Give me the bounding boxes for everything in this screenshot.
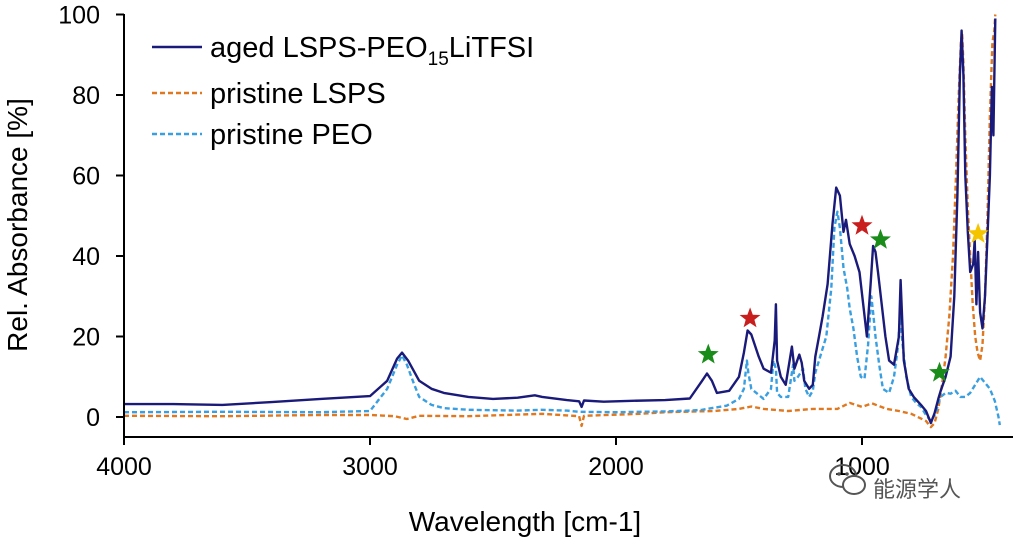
watermark-text: 能源学人 [873,477,961,502]
y-ticks: 0 20 40 60 80 100 [58,2,124,432]
wechat-icon [829,464,866,495]
y-tick-label-1: 20 [72,324,100,352]
x-tick-label-2: 2000 [588,453,644,481]
y-tick-label-2: 40 [72,243,100,271]
peak-markers [697,214,989,382]
legend-label-peo: pristine PEO [210,119,373,151]
series-line-1 [123,14,997,429]
legend-label-lsps: pristine LSPS [210,78,386,110]
y-tick-label-4: 80 [72,82,100,110]
legend-label-aged-main: aged LSPS-PEO [210,32,428,64]
star-marker-3 [870,228,891,249]
x-tick-label-3: 1000 [834,453,890,481]
y-tick-label-0: 0 [86,404,100,432]
star-marker-5 [967,222,989,243]
y-axis-label: Rel. Absorbance [%] [2,98,33,352]
plot-lines [123,14,1001,429]
x-tick-label-1: 3000 [342,453,398,481]
legend: aged LSPS-PEO15LiTFSI pristine LSPS pris… [152,32,534,151]
legend-label-aged-sub: 15 [428,49,449,70]
star-marker-2 [851,214,873,235]
legend-label-aged: aged LSPS-PEO15LiTFSI [210,32,534,70]
series-line-2 [123,210,1001,426]
star-marker-4 [929,361,950,382]
series-line-0 [124,18,997,425]
y-tick-label-5: 100 [58,2,100,30]
x-ticks: 4000 3000 2000 1000 [96,437,890,481]
watermark: 能源学人 [829,464,961,502]
star-marker-0 [697,343,719,364]
legend-label-aged-tail: LiTFSI [449,32,534,64]
x-axis-label: Wavelength [cm-1] [409,506,641,537]
y-tick-label-3: 60 [72,163,100,191]
star-marker-1 [739,307,761,328]
x-tick-label-0: 4000 [96,453,152,481]
